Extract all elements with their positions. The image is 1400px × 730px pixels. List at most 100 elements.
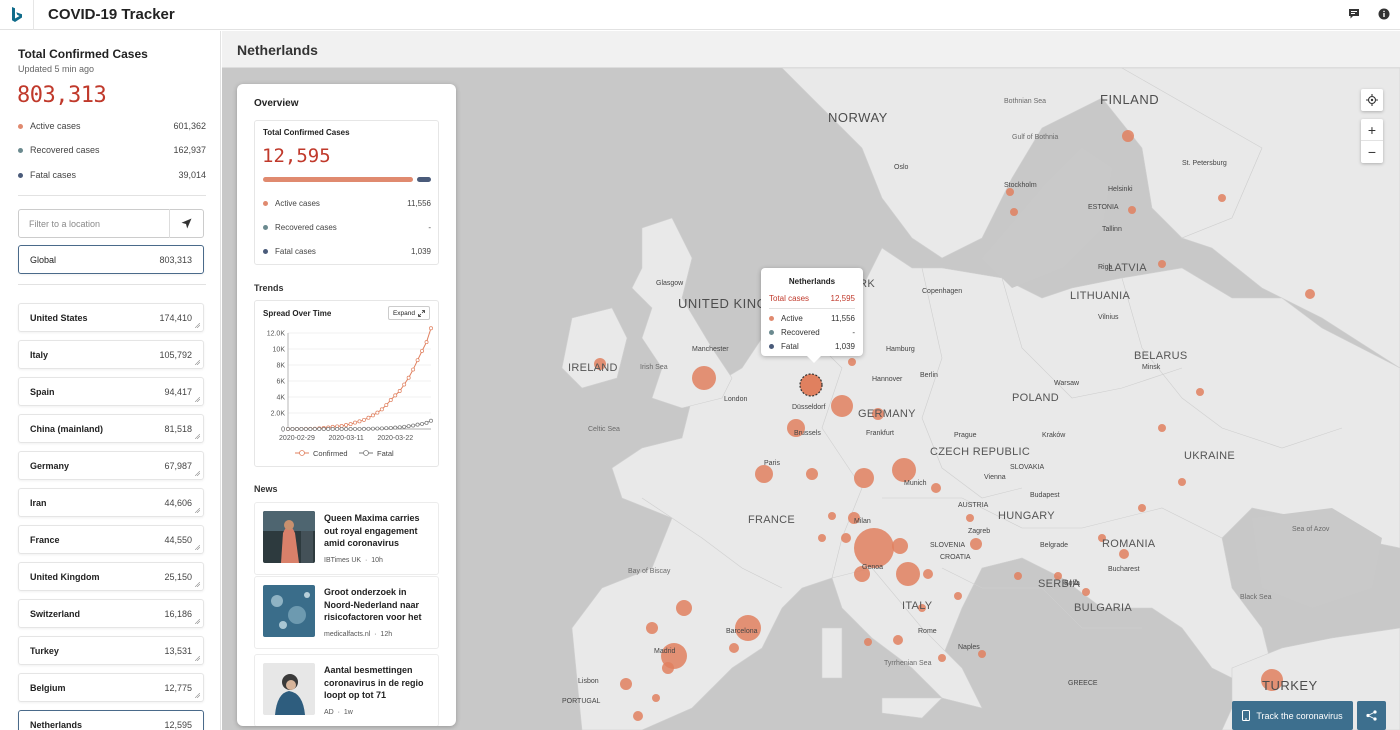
country-row[interactable]: Italy 105,792	[18, 340, 204, 369]
country-row[interactable]: Iran 44,606	[18, 488, 204, 517]
trend-chart-title: Spread Over Time	[263, 309, 332, 318]
case-bubble[interactable]	[676, 600, 692, 616]
data-point-confirmed	[384, 403, 389, 407]
country-row[interactable]: China (mainland) 81,518	[18, 414, 204, 443]
country-row[interactable]: Switzerland 16,186	[18, 599, 204, 628]
filter-separator	[169, 209, 170, 238]
case-bubble[interactable]	[893, 635, 903, 645]
case-bubble[interactable]	[831, 395, 853, 417]
case-bubble[interactable]	[848, 358, 856, 366]
map-label: CROATIA	[940, 554, 971, 561]
case-bubble[interactable]	[1054, 572, 1062, 580]
case-bubble[interactable]	[954, 592, 962, 600]
data-point-fatal	[290, 427, 295, 431]
news-card[interactable]: Groot onderzoek in Noord-Nederland naar …	[254, 576, 439, 649]
expand-button[interactable]: Expand	[387, 306, 430, 320]
share-button[interactable]	[1357, 701, 1386, 730]
case-bubble[interactable]	[854, 468, 874, 488]
selected-case-bubble[interactable]	[799, 373, 823, 397]
phone-icon	[1242, 710, 1251, 721]
case-bubble[interactable]	[864, 638, 872, 646]
country-row[interactable]: Germany 67,987	[18, 451, 204, 480]
case-bubble[interactable]	[1128, 206, 1136, 214]
case-bubble[interactable]	[1014, 572, 1022, 580]
track-coronavirus-button[interactable]: Track the coronavirus	[1232, 701, 1353, 730]
news-card[interactable]: Queen Maxima carries out royal engagemen…	[254, 502, 439, 575]
country-row[interactable]: United States 174,410	[18, 303, 204, 332]
case-bubble[interactable]	[966, 514, 974, 522]
case-bubble[interactable]	[1158, 260, 1166, 268]
country-row[interactable]: Turkey 13,531	[18, 636, 204, 665]
case-bubble[interactable]	[872, 408, 884, 420]
case-bubble[interactable]	[729, 643, 739, 653]
zoom-in-button[interactable]: +	[1361, 119, 1383, 141]
case-bubble[interactable]	[892, 458, 916, 482]
case-bubble[interactable]	[633, 711, 643, 721]
case-bubble[interactable]	[1082, 588, 1090, 596]
location-filter-input[interactable]	[19, 218, 169, 229]
case-bubble[interactable]	[978, 650, 986, 658]
country-row[interactable]: Netherlands 12,595	[18, 710, 204, 730]
my-location-button[interactable]	[170, 209, 203, 238]
map-canvas[interactable]	[222, 68, 1400, 730]
case-bubble[interactable]	[938, 654, 946, 662]
case-bubble[interactable]	[896, 562, 920, 586]
case-bubble[interactable]	[1119, 549, 1129, 559]
case-bubble[interactable]	[828, 512, 836, 520]
case-bubble[interactable]	[662, 662, 674, 674]
country-row[interactable]: Spain 94,417	[18, 377, 204, 406]
map-label: Minsk	[1142, 364, 1161, 371]
case-bubble[interactable]	[854, 566, 870, 582]
case-bubble[interactable]	[1158, 424, 1166, 432]
country-name: Spain	[30, 386, 55, 397]
country-row[interactable]: United Kingdom 25,150	[18, 562, 204, 591]
case-bubble[interactable]	[918, 604, 926, 612]
case-bubble[interactable]	[1305, 289, 1315, 299]
case-bubble[interactable]	[1218, 194, 1226, 202]
case-bubble[interactable]	[1138, 504, 1146, 512]
case-bubble[interactable]	[1098, 534, 1106, 542]
case-bubble[interactable]	[806, 468, 818, 480]
case-bubble[interactable]	[1178, 478, 1186, 486]
case-bubble[interactable]	[755, 465, 773, 483]
case-bubble[interactable]	[787, 419, 805, 437]
map-label: Madrid	[654, 648, 676, 655]
country-count: 12,595	[164, 719, 192, 730]
map-label: Helsinki	[1108, 186, 1133, 193]
bing-logo-icon[interactable]	[0, 0, 34, 30]
case-bubble[interactable]	[1196, 388, 1204, 396]
trends-label: Trends	[254, 283, 284, 293]
map-label: Milan	[854, 518, 871, 525]
case-bubble[interactable]	[735, 615, 761, 641]
country-count: 94,417	[164, 386, 192, 397]
country-row[interactable]: Belgium 12,775	[18, 673, 204, 702]
case-bubble[interactable]	[646, 622, 658, 634]
case-bubble[interactable]	[923, 569, 933, 579]
news-card[interactable]: Aantal besmettingen coronavirus in de re…	[254, 654, 439, 726]
country-row-global[interactable]: Global 803,313	[18, 245, 204, 274]
case-bubble[interactable]	[970, 538, 982, 550]
case-bubble[interactable]	[848, 512, 860, 524]
case-bubble[interactable]	[652, 694, 660, 702]
case-bubble[interactable]	[1261, 669, 1283, 691]
case-bubble[interactable]	[818, 534, 826, 542]
case-bubble[interactable]	[854, 528, 894, 568]
country-name: Germany	[30, 460, 70, 471]
case-bubble[interactable]	[1010, 208, 1018, 216]
map-label: Bay of Biscay	[628, 568, 671, 575]
case-bubble[interactable]	[931, 483, 941, 493]
case-bubble[interactable]	[1122, 130, 1134, 142]
case-bubble[interactable]	[594, 358, 606, 370]
locate-me-button[interactable]	[1361, 89, 1383, 111]
feedback-icon[interactable]	[1346, 6, 1362, 22]
case-bubble[interactable]	[620, 678, 632, 690]
case-bubble[interactable]	[841, 533, 851, 543]
zoom-out-button[interactable]: −	[1367, 144, 1377, 160]
case-bubble[interactable]	[692, 366, 716, 390]
case-bubble[interactable]	[1006, 188, 1014, 196]
info-icon[interactable]	[1376, 6, 1392, 22]
country-total-count: 12,595	[262, 145, 331, 167]
country-row[interactable]: France 44,550	[18, 525, 204, 554]
map-label: GREECE	[1068, 680, 1098, 687]
case-bubble[interactable]	[892, 538, 908, 554]
